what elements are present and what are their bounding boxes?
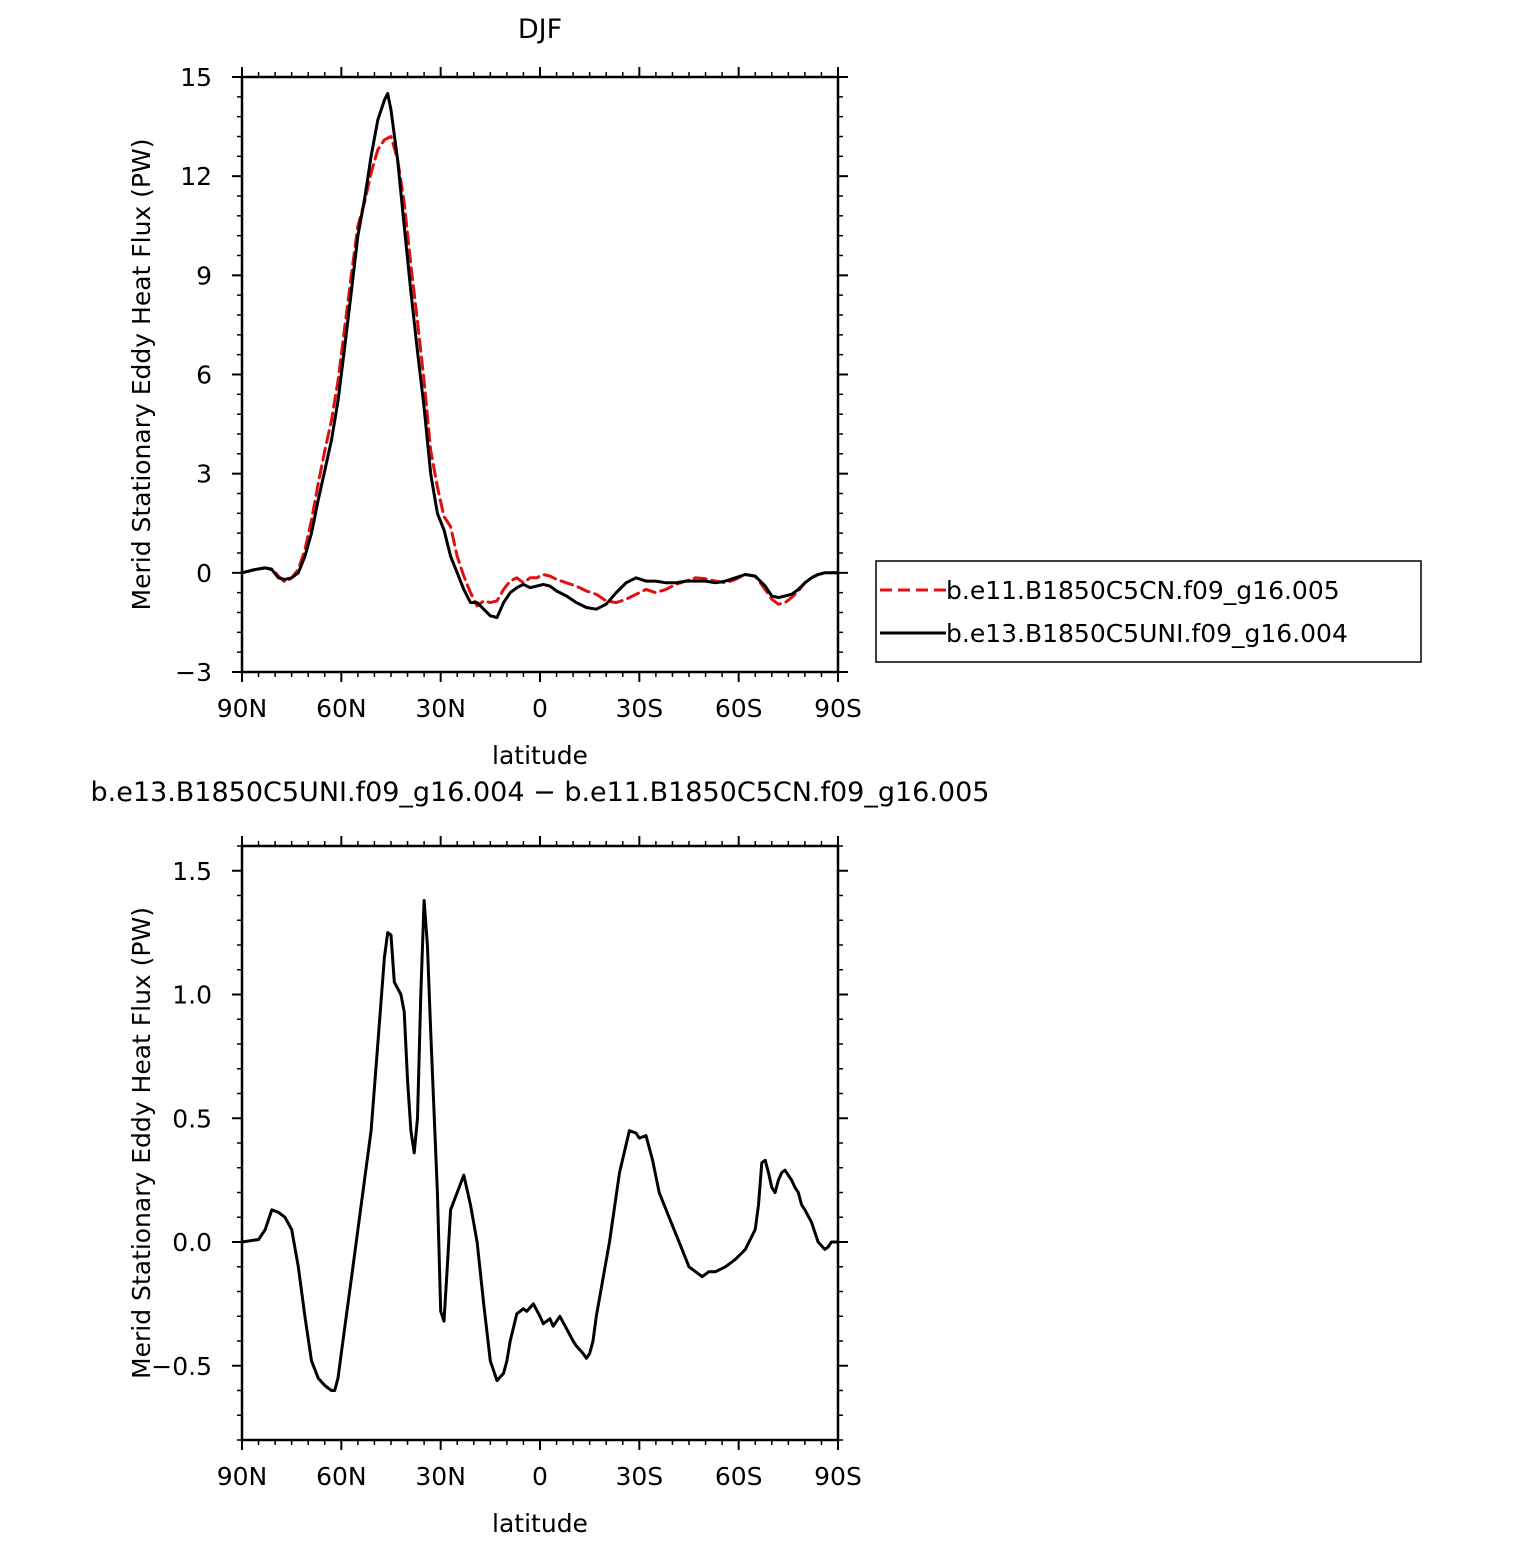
y-tick-label: 0.0 [172,1228,212,1257]
y-tick-label: 3 [196,460,212,489]
y-axis-label: Merid Stationary Eddy Heat Flux (PW) [127,907,156,1379]
y-tick-label: 6 [196,361,212,390]
chart-title: b.e13.B1850C5UNI.f09_g16.004 − b.e11.B18… [91,777,990,808]
x-axis-label: latitude [492,1509,588,1538]
x-tick-label: 60N [316,694,367,723]
x-tick-label: 30N [415,1462,466,1491]
y-tick-label: 0.5 [172,1104,212,1133]
plot-frame [240,844,840,1442]
y-tick-label: 0 [196,559,212,588]
x-tick-label: 30N [415,694,466,723]
y-tick-label: −0.5 [151,1352,212,1381]
series-layer [240,92,840,619]
y-axis-label: Merid Stationary Eddy Heat Flux (PW) [127,139,156,611]
y-tick-label: 15 [180,63,212,92]
series-line-1 [240,135,840,608]
x-tick-label: 30S [615,694,663,723]
series-line-1 [240,899,840,1392]
plot-frame [240,75,840,674]
legend-box [875,560,1422,663]
x-tick-label: 0 [532,694,548,723]
x-axis-label: latitude [492,741,588,770]
y-tick-label: 9 [196,261,212,290]
x-tick-label: 90N [217,1462,268,1491]
legend-label-series-2: b.e13.B1850C5UNI.f09_g16.004 [946,619,1348,648]
legend: b.e11.B1850C5CN.f09_g16.005 b.e13.B1850C… [875,560,1422,663]
chart-difference: b.e13.B1850C5UNI.f09_g16.004 − b.e11.B18… [91,777,990,1538]
y-tick-label: 12 [180,162,212,191]
x-tick-label: 60N [316,1462,367,1491]
x-tick-label: 0 [532,1462,548,1491]
ticks-layer: 90N 60N 30N 0 30S 60S 90S −0.5 0.0 0.5 1.0 1.5 [151,836,862,1491]
y-tick-label: 1.5 [172,857,212,886]
x-tick-label: 60S [715,694,763,723]
chart-title: DJF [518,14,562,45]
chart-djf: DJF 90N 60N 30N 0 30S 60S 90S −3 0 3 6 9 12 15 latitu… [127,14,1422,770]
x-tick-label: 30S [615,1462,663,1491]
y-tick-label: 1.0 [172,981,212,1010]
series-line-2 [240,92,840,619]
series-layer [240,899,840,1392]
y-tick-label: −3 [175,658,212,687]
x-tick-label: 60S [715,1462,763,1491]
ticks-layer: 90N 60N 30N 0 30S 60S 90S −3 0 3 6 9 12 15 [175,63,862,723]
x-tick-label: 90N [217,694,268,723]
x-tick-label: 90S [814,694,862,723]
legend-label-series-1: b.e11.B1850C5CN.f09_g16.005 [946,576,1340,605]
x-tick-label: 90S [814,1462,862,1491]
